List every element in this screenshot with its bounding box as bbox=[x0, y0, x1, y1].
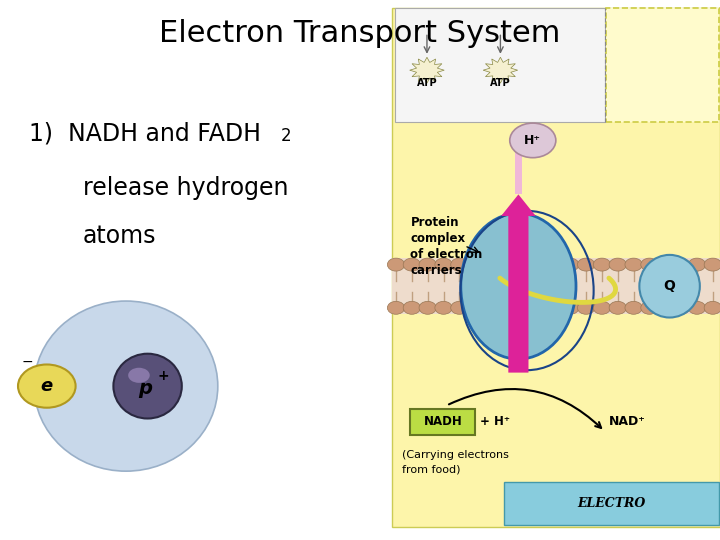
Circle shape bbox=[672, 258, 690, 271]
Circle shape bbox=[641, 258, 658, 271]
Circle shape bbox=[510, 123, 556, 158]
Ellipse shape bbox=[114, 354, 181, 418]
Circle shape bbox=[498, 258, 516, 271]
Circle shape bbox=[704, 301, 720, 314]
FancyArrow shape bbox=[515, 151, 522, 194]
Circle shape bbox=[625, 258, 642, 271]
Circle shape bbox=[387, 301, 405, 314]
Circle shape bbox=[419, 301, 436, 314]
Bar bbox=[606, 8, 719, 122]
Circle shape bbox=[387, 258, 405, 271]
Text: 1)  NADH and FADH: 1) NADH and FADH bbox=[29, 122, 261, 145]
Circle shape bbox=[18, 364, 76, 408]
Circle shape bbox=[577, 301, 595, 314]
Circle shape bbox=[546, 258, 563, 271]
Circle shape bbox=[403, 301, 420, 314]
Text: Q: Q bbox=[664, 279, 675, 293]
Bar bbox=[410, 409, 475, 435]
Circle shape bbox=[672, 301, 690, 314]
Circle shape bbox=[577, 258, 595, 271]
Polygon shape bbox=[410, 57, 444, 83]
Circle shape bbox=[498, 301, 516, 314]
Text: (Carrying electrons: (Carrying electrons bbox=[402, 450, 508, 460]
Circle shape bbox=[546, 301, 563, 314]
Ellipse shape bbox=[639, 255, 700, 318]
Bar bbox=[392, 258, 720, 314]
Text: p: p bbox=[138, 379, 152, 399]
Circle shape bbox=[419, 258, 436, 271]
Circle shape bbox=[403, 258, 420, 271]
FancyArrow shape bbox=[501, 194, 536, 373]
Circle shape bbox=[625, 301, 642, 314]
Bar bbox=[504, 482, 719, 525]
Circle shape bbox=[451, 258, 468, 271]
Circle shape bbox=[514, 301, 531, 314]
Ellipse shape bbox=[128, 368, 150, 383]
Circle shape bbox=[609, 301, 626, 314]
Circle shape bbox=[467, 258, 484, 271]
Circle shape bbox=[657, 258, 674, 271]
Circle shape bbox=[482, 301, 500, 314]
Bar bbox=[395, 8, 605, 122]
Circle shape bbox=[467, 301, 484, 314]
Circle shape bbox=[530, 258, 547, 271]
Circle shape bbox=[593, 301, 611, 314]
Circle shape bbox=[593, 258, 611, 271]
Circle shape bbox=[435, 301, 452, 314]
Polygon shape bbox=[483, 57, 518, 83]
Circle shape bbox=[530, 301, 547, 314]
Text: NADH: NADH bbox=[423, 415, 462, 428]
Ellipse shape bbox=[461, 213, 576, 359]
Text: ATP: ATP bbox=[417, 78, 437, 89]
Circle shape bbox=[641, 301, 658, 314]
Circle shape bbox=[435, 258, 452, 271]
Bar bbox=[392, 8, 720, 526]
Circle shape bbox=[704, 258, 720, 271]
Text: NAD⁺: NAD⁺ bbox=[608, 415, 645, 428]
Circle shape bbox=[562, 301, 579, 314]
Circle shape bbox=[482, 258, 500, 271]
Text: from food): from food) bbox=[402, 464, 460, 475]
Text: + H⁺: + H⁺ bbox=[480, 415, 510, 428]
Text: Protein
complex
of electron
carriers: Protein complex of electron carriers bbox=[410, 216, 482, 277]
Text: atoms: atoms bbox=[83, 224, 156, 248]
Text: ELECTRO: ELECTRO bbox=[577, 497, 645, 510]
Text: e: e bbox=[40, 377, 53, 395]
Circle shape bbox=[514, 258, 531, 271]
Circle shape bbox=[562, 258, 579, 271]
Circle shape bbox=[451, 301, 468, 314]
Text: ATP: ATP bbox=[490, 78, 510, 89]
Circle shape bbox=[609, 258, 626, 271]
Circle shape bbox=[688, 258, 706, 271]
Ellipse shape bbox=[34, 301, 217, 471]
Text: release hydrogen: release hydrogen bbox=[83, 176, 288, 199]
Circle shape bbox=[657, 301, 674, 314]
Text: Electron Transport System: Electron Transport System bbox=[159, 19, 561, 48]
Text: 2: 2 bbox=[281, 127, 292, 145]
Circle shape bbox=[688, 301, 706, 314]
Text: +: + bbox=[158, 369, 169, 383]
Text: −: − bbox=[22, 355, 33, 369]
Text: H⁺: H⁺ bbox=[524, 134, 541, 147]
